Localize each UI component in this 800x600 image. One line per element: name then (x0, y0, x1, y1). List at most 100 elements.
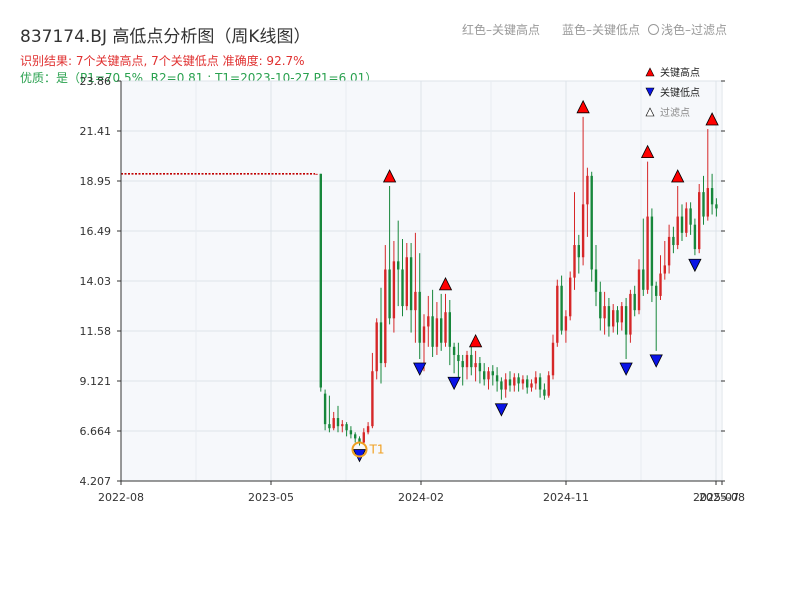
candle-body (418, 291, 421, 343)
candle-body (328, 424, 331, 429)
candle-body (569, 277, 572, 317)
candle-body (491, 371, 494, 376)
y-tick-label: 23.86 (80, 75, 112, 88)
candle-body (650, 216, 654, 286)
key-low-marker (619, 362, 633, 376)
key-low-marker (413, 362, 427, 376)
y-tick-label: 11.58 (80, 325, 112, 338)
candle-body (379, 322, 383, 364)
candle-body (384, 269, 387, 364)
candle-body (354, 434, 357, 439)
candle-body (349, 430, 353, 435)
candle-body (672, 236, 675, 246)
key-high-marker (468, 333, 483, 348)
candle-body (470, 354, 473, 368)
candle-body (405, 257, 408, 307)
candle-body (581, 204, 585, 258)
candle-body (577, 245, 580, 258)
candle-body (612, 310, 615, 327)
candle-body (667, 236, 671, 266)
candle-body (586, 175, 589, 205)
legend-filtered-text: 浅色–过滤点 (648, 21, 727, 38)
candle-body (427, 316, 430, 327)
candle-body (332, 418, 335, 429)
candle-body (517, 377, 520, 384)
candle-body (560, 285, 563, 331)
key-high-marker (576, 99, 590, 114)
candle-body (659, 273, 662, 296)
candle-body (702, 192, 705, 217)
markers-group: T1 (351, 99, 719, 463)
candle-body (603, 306, 606, 319)
candle-body (345, 424, 348, 431)
legend-marker-icon (645, 107, 655, 117)
candle-body (513, 377, 516, 386)
candle-body (397, 261, 400, 270)
candle-body (637, 269, 641, 311)
candle-body (435, 318, 439, 347)
candle-body (508, 379, 512, 386)
candle-body (590, 175, 593, 270)
x-tick-label: 2022-08 (98, 491, 144, 504)
y-axis: 4.207 6.664 9.121 11.58 14.03 16.49 18.95 21.41… (80, 75, 725, 488)
candle-body (358, 438, 361, 443)
candle-body (676, 216, 679, 246)
candle-body (599, 291, 602, 319)
x-tick-label: 2024-02 (398, 491, 444, 504)
candle-body (478, 363, 482, 372)
candle-body (698, 192, 701, 250)
candle-body (414, 291, 417, 311)
x-axis: 2022-08 2023-05 2024-02 2024-11 2025-072025-… (98, 481, 745, 504)
legend-red-text: 红色–关键高点 (462, 23, 541, 37)
candle-body (547, 375, 550, 396)
key-low-marker (688, 258, 702, 273)
candle-body (431, 316, 434, 347)
key-high-marker (671, 169, 685, 183)
y-tick-label: 6.664 (80, 425, 112, 438)
candle-body (629, 293, 632, 335)
candle-body (685, 208, 688, 233)
candle-body (620, 306, 623, 323)
candle-body (655, 285, 658, 296)
key-high-marker (438, 276, 453, 291)
x-tick-label: 2025-07 (693, 491, 739, 504)
candles-group (315, 116, 718, 446)
candle-body (401, 269, 404, 307)
candle-body (422, 326, 426, 343)
key-high-marker (705, 112, 719, 126)
candle-body (689, 208, 692, 225)
candle-body (504, 379, 507, 390)
x-tick-label: 2025-08 (699, 491, 745, 504)
candle-body (465, 354, 469, 368)
legend-marker-icon (645, 67, 655, 77)
candle-body (538, 377, 542, 390)
candle-body (440, 318, 443, 343)
y-tick-label: 4.207 (80, 475, 112, 488)
legend-marker-icon (645, 87, 655, 97)
candle-body (392, 261, 396, 319)
candle-body (323, 393, 327, 425)
candle-body (375, 322, 378, 372)
y-tick-label: 9.121 (80, 375, 112, 388)
candle-body (315, 173, 318, 175)
key-high-marker (640, 144, 655, 158)
legend-label: 关键高点 (660, 66, 700, 79)
candle-body (706, 188, 709, 217)
candle-body (693, 224, 697, 250)
hollow-circle-icon (648, 24, 659, 35)
candle-body (452, 346, 456, 355)
candle-body (646, 216, 649, 290)
candle-body (642, 269, 645, 290)
key-low-marker (649, 354, 663, 368)
chart-title: 837174.BJ 高低点分析图（周K线图） (20, 27, 311, 47)
candle-body (573, 245, 576, 278)
result-summary: 识别结果: 7个关键高点, 7个关键低点 准确度: 92.7% (20, 54, 305, 68)
candle-body (483, 371, 486, 380)
candle-body (594, 269, 598, 292)
key-low-marker (447, 376, 461, 391)
candle-body (624, 306, 628, 335)
candle-body (715, 204, 718, 209)
key-high-marker (382, 169, 397, 183)
candle-body (534, 377, 537, 384)
